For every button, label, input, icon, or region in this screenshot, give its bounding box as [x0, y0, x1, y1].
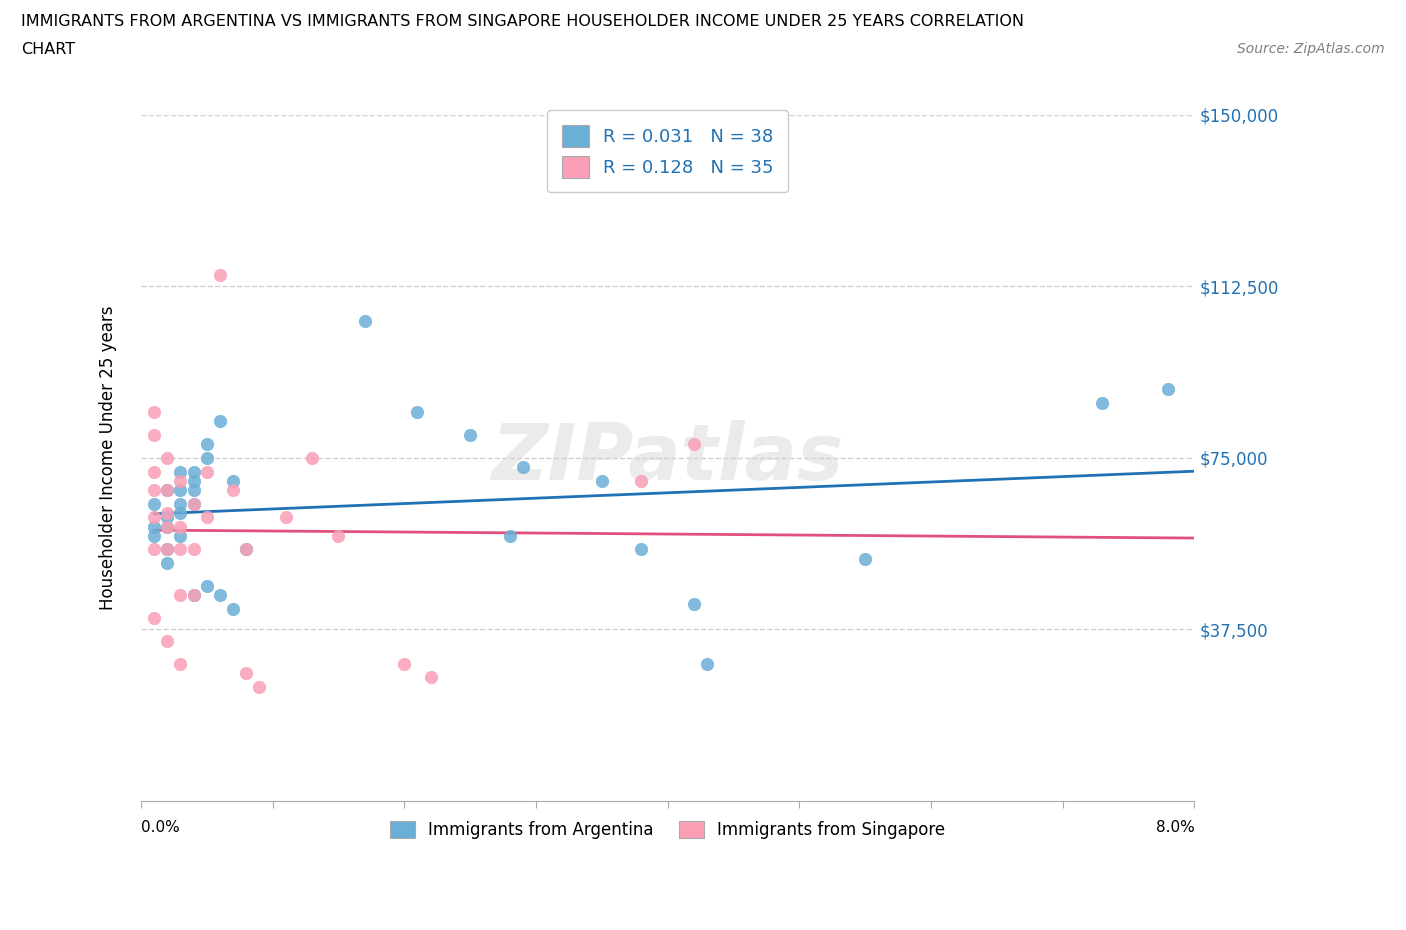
Point	[156, 510, 179, 525]
Point	[169, 505, 191, 520]
Point	[143, 405, 166, 419]
Point	[143, 519, 166, 534]
Point	[183, 497, 205, 512]
Point	[156, 450, 179, 465]
Point	[195, 578, 218, 593]
Text: ZIPatlas: ZIPatlas	[492, 420, 844, 496]
Point	[853, 551, 876, 566]
Point	[328, 528, 350, 543]
Point	[169, 588, 191, 603]
Point	[195, 510, 218, 525]
Point	[195, 464, 218, 479]
Y-axis label: Householder Income Under 25 years: Householder Income Under 25 years	[100, 306, 117, 610]
Point	[156, 633, 179, 648]
Point	[222, 473, 245, 488]
Point	[143, 483, 166, 498]
Point	[156, 483, 179, 498]
Point	[195, 437, 218, 452]
Point	[169, 464, 191, 479]
Text: Source: ZipAtlas.com: Source: ZipAtlas.com	[1237, 42, 1385, 56]
Point	[353, 313, 375, 328]
Point	[156, 505, 179, 520]
Point	[169, 473, 191, 488]
Point	[156, 519, 179, 534]
Point	[630, 473, 652, 488]
Point	[1157, 382, 1180, 397]
Point	[208, 414, 231, 429]
Point	[235, 542, 257, 557]
Point	[249, 679, 271, 694]
Point	[183, 588, 205, 603]
Point	[235, 666, 257, 681]
Point	[169, 542, 191, 557]
Point	[143, 428, 166, 443]
Point	[183, 464, 205, 479]
Point	[630, 542, 652, 557]
Point	[394, 657, 416, 671]
Point	[156, 542, 179, 557]
Point	[512, 459, 534, 474]
Point	[143, 464, 166, 479]
Point	[156, 483, 179, 498]
Point	[406, 405, 429, 419]
Point	[183, 588, 205, 603]
Point	[183, 542, 205, 557]
Point	[143, 542, 166, 557]
Point	[591, 473, 613, 488]
Text: CHART: CHART	[21, 42, 75, 57]
Point	[235, 542, 257, 557]
Legend: Immigrants from Argentina, Immigrants from Singapore: Immigrants from Argentina, Immigrants fr…	[381, 813, 953, 847]
Point	[683, 437, 706, 452]
Point	[301, 450, 323, 465]
Point	[419, 670, 441, 684]
Point	[183, 483, 205, 498]
Point	[683, 597, 706, 612]
Text: 8.0%: 8.0%	[1156, 820, 1194, 835]
Point	[169, 483, 191, 498]
Point	[143, 611, 166, 626]
Point	[156, 519, 179, 534]
Point	[498, 528, 520, 543]
Point	[169, 519, 191, 534]
Point	[208, 588, 231, 603]
Point	[143, 510, 166, 525]
Point	[183, 473, 205, 488]
Point	[183, 497, 205, 512]
Point	[143, 497, 166, 512]
Point	[1091, 395, 1114, 410]
Point	[195, 450, 218, 465]
Point	[222, 602, 245, 617]
Point	[169, 657, 191, 671]
Point	[169, 528, 191, 543]
Point	[274, 510, 297, 525]
Point	[458, 428, 481, 443]
Point	[156, 556, 179, 571]
Point	[143, 528, 166, 543]
Point	[696, 657, 718, 671]
Point	[169, 497, 191, 512]
Point	[156, 542, 179, 557]
Text: 0.0%: 0.0%	[141, 820, 180, 835]
Point	[208, 268, 231, 283]
Point	[222, 483, 245, 498]
Text: IMMIGRANTS FROM ARGENTINA VS IMMIGRANTS FROM SINGAPORE HOUSEHOLDER INCOME UNDER : IMMIGRANTS FROM ARGENTINA VS IMMIGRANTS …	[21, 14, 1024, 29]
